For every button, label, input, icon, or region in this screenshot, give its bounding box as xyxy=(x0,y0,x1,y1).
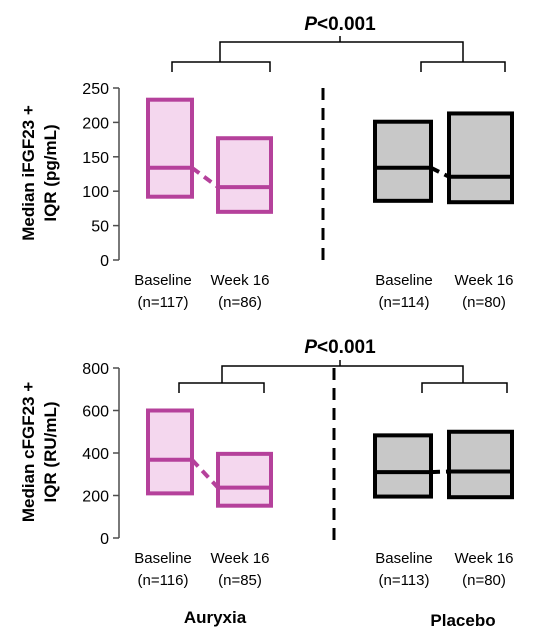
x-n-label: (n=116) xyxy=(137,572,188,589)
y-tick-label: 400 xyxy=(82,446,109,463)
p-value-threshold: <0.001 xyxy=(317,337,376,358)
iqr-box-auryxia xyxy=(216,451,273,508)
bracket-comparison xyxy=(219,41,464,62)
x-category-label: Week 16 xyxy=(455,550,514,567)
y-tick-label: 50 xyxy=(91,219,109,236)
x-category-label: Week 16 xyxy=(211,550,270,567)
x-category-label: Baseline xyxy=(375,550,433,567)
x-n-label: (n=86) xyxy=(218,294,262,311)
x-n-label: (n=114) xyxy=(378,294,429,311)
bracket-comparison xyxy=(221,365,464,383)
x-category-label: Baseline xyxy=(134,272,192,289)
y-axis-label-line2: IQR (RU/mL) xyxy=(41,401,60,502)
y-tick-label: 0 xyxy=(100,253,109,270)
median-connector-auryxia xyxy=(190,166,220,189)
group-label-placebo: Placebo xyxy=(430,611,495,629)
bracket-auryxia xyxy=(178,382,265,393)
y-tick-label: 250 xyxy=(82,81,109,98)
y-tick-label: 800 xyxy=(82,361,109,378)
p-value-threshold: <0.001 xyxy=(317,14,376,35)
x-category-label: Week 16 xyxy=(455,272,514,289)
bracket-placebo xyxy=(421,382,508,393)
p-value-symbol: P xyxy=(304,14,317,35)
bracket-placebo xyxy=(420,61,506,72)
x-n-label: (n=113) xyxy=(378,572,429,589)
iqr-box-placebo xyxy=(447,111,514,205)
x-category-label: Week 16 xyxy=(211,272,270,289)
p-value-label: P<0.001 xyxy=(304,14,376,35)
median-connector-placebo xyxy=(430,469,450,475)
y-tick-label: 0 xyxy=(100,531,109,548)
bracket-auryxia xyxy=(171,61,271,72)
x-category-label: Baseline xyxy=(375,272,433,289)
y-tick-label: 200 xyxy=(82,115,109,132)
group-label-auryxia: Auryxia xyxy=(184,608,247,627)
iqr-box-auryxia xyxy=(146,408,194,496)
cfgf23-panel: 0 200 400 600 800 Median cFGF23 + IQR (RU/mL) B… xyxy=(19,337,514,589)
iqr-box-placebo xyxy=(373,433,433,499)
x-n-label: (n=80) xyxy=(462,294,506,311)
y-axis-label-line2: IQR (pg/mL) xyxy=(41,124,60,221)
y-tick-label: 150 xyxy=(82,150,109,167)
iqr-box-placebo xyxy=(447,429,514,500)
x-n-label: (n=80) xyxy=(462,572,506,589)
p-value-symbol: P xyxy=(304,337,317,358)
x-n-label: (n=117) xyxy=(137,294,188,311)
y-axis-label-line1: Median cFGF23 + xyxy=(19,382,38,522)
ifgf23-panel: 0 50 100 150 200 250 Median iFGF23 + IQR (pg/mL… xyxy=(19,14,514,311)
x-n-label: (n=85) xyxy=(218,572,262,589)
median-connector-auryxia xyxy=(190,458,220,490)
iqr-box-placebo xyxy=(373,119,433,203)
iqr-box-auryxia xyxy=(146,97,194,199)
y-axis-label-line1: Median iFGF23 + xyxy=(19,105,38,241)
iqr-box-auryxia xyxy=(216,136,273,214)
median-connector-placebo xyxy=(430,166,450,179)
y-tick-label: 200 xyxy=(82,489,109,506)
x-category-label: Baseline xyxy=(134,550,192,567)
y-tick-label: 600 xyxy=(82,404,109,421)
p-value-label: P<0.001 xyxy=(304,337,376,358)
y-tick-label: 100 xyxy=(82,184,109,201)
